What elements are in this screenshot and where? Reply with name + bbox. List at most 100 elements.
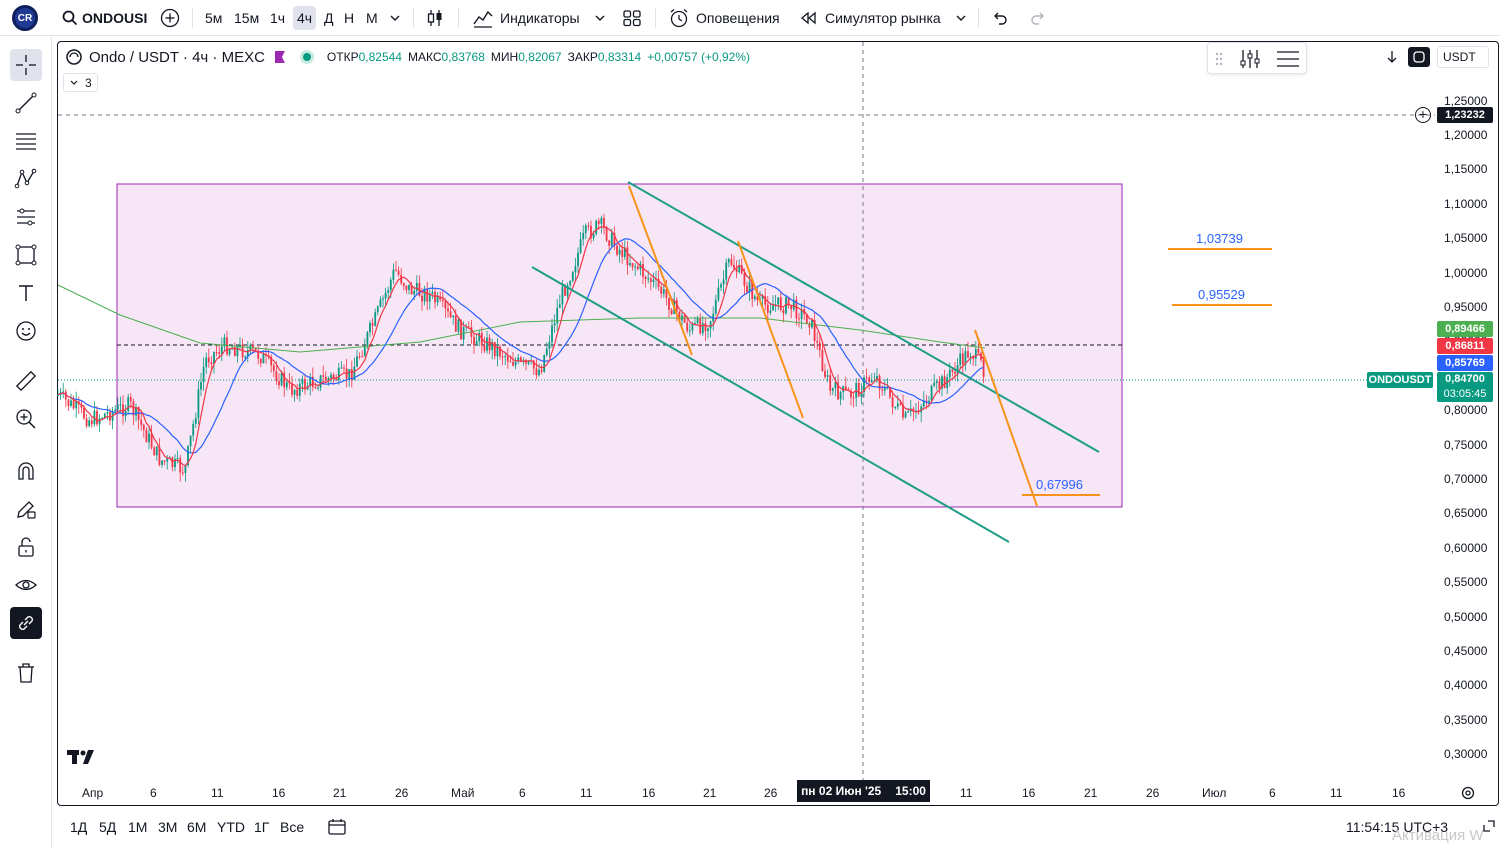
remove-drawings-tool[interactable]: [10, 657, 42, 689]
candles-icon: [427, 10, 442, 26]
symbol-search[interactable]: ONDOUSI: [62, 6, 147, 30]
price-tick: 0,55000: [1444, 575, 1488, 590]
price-tick: 0,95000: [1444, 300, 1488, 314]
utc-clock[interactable]: 11:54:15 UTC+3: [1346, 819, 1449, 835]
indicator-count: 3: [85, 75, 92, 90]
windows-watermark: Активация W: [1392, 827, 1484, 844]
range-5d[interactable]: 5Д: [99, 819, 117, 835]
tradingview-logo[interactable]: [67, 748, 99, 766]
crosshair-icon: [16, 55, 36, 75]
magnet-tool[interactable]: [10, 455, 42, 487]
price-tick: 0,35000: [1444, 712, 1488, 727]
interval-label: 5м: [205, 10, 223, 26]
zoom-tool[interactable]: [10, 403, 42, 435]
interval-month[interactable]: М: [366, 6, 378, 30]
replay-label: Симулятор рынка: [825, 10, 941, 26]
drawing-toolbar: [0, 37, 52, 847]
chevron-down-icon: [956, 15, 966, 21]
emoji-tool[interactable]: [10, 315, 42, 347]
eye-icon: [15, 579, 37, 591]
drag-handle-icon[interactable]: [1214, 51, 1224, 67]
range-1m[interactable]: 1М: [128, 819, 148, 835]
interval-5m[interactable]: 5м: [205, 6, 222, 30]
maximize-button[interactable]: [1482, 819, 1496, 836]
pattern-icon: [14, 168, 37, 189]
price-tick: 0,65000: [1444, 506, 1488, 521]
alerts-button[interactable]: Оповещения: [668, 6, 780, 30]
fib-tool[interactable]: [10, 125, 42, 157]
interval-day[interactable]: Д: [324, 6, 333, 30]
interval-label: 4ч: [297, 10, 313, 26]
ruler-icon: [15, 370, 37, 392]
chart-pane[interactable]: [57, 41, 1499, 806]
interval-4h[interactable]: 4ч: [293, 6, 317, 30]
tradingview-logo-icon: [67, 750, 94, 764]
floating-panel[interactable]: [1207, 42, 1307, 74]
price-tick: 0,50000: [1444, 609, 1488, 624]
interval-label: Д: [324, 10, 334, 26]
range-1d[interactable]: 1Д: [70, 819, 88, 835]
alarm-clock-icon: [670, 9, 688, 28]
price-tick: 1,10000: [1444, 196, 1488, 211]
chart-type-button[interactable]: [425, 6, 445, 30]
time-tick: 21: [333, 786, 347, 800]
flag-icon[interactable]: [274, 51, 285, 63]
close-label: ЗАКР: [567, 50, 598, 64]
price-tick: 0,70000: [1444, 472, 1488, 486]
auto-scale-button[interactable]: [1408, 47, 1430, 67]
indicators-button[interactable]: Индикаторы: [472, 6, 580, 30]
symbol-tag: ONDOUSDT: [1367, 372, 1433, 388]
brand-logo[interactable]: CR: [12, 5, 38, 31]
lock-drawings-tool[interactable]: [10, 531, 42, 563]
crosshair-add-icon[interactable]: +: [1415, 107, 1431, 123]
ma-red-price-label: 0,86811: [1437, 338, 1493, 354]
range-6m[interactable]: 6М: [187, 819, 207, 835]
interval-week[interactable]: Н: [344, 6, 354, 30]
chevron-down-icon: [390, 15, 400, 21]
range-ytd[interactable]: YTD: [217, 819, 245, 835]
interval-label: М: [366, 10, 378, 26]
sync-drawings-tool[interactable]: [10, 607, 42, 639]
hide-drawings-tool[interactable]: [10, 569, 42, 601]
replay-button[interactable]: Симулятор рынка: [799, 6, 941, 30]
interval-dropdown[interactable]: [389, 6, 401, 30]
indicators-dropdown[interactable]: [594, 6, 606, 30]
redo-button[interactable]: [1028, 6, 1048, 30]
compare-button[interactable]: [160, 6, 180, 30]
range-3m[interactable]: 3М: [158, 819, 178, 835]
settings-sliders-icon[interactable]: [1238, 47, 1262, 71]
go-to-date-button[interactable]: [327, 817, 347, 840]
range-all[interactable]: Все: [280, 819, 305, 835]
symbol-label: ONDOUSI: [82, 10, 148, 26]
pattern-tool[interactable]: [10, 163, 42, 195]
interval-1h[interactable]: 1ч: [270, 6, 285, 30]
shapes-tool[interactable]: [10, 239, 42, 271]
range-1y[interactable]: 1Г: [254, 819, 270, 835]
layouts-button[interactable]: [622, 6, 642, 30]
legend-title[interactable]: Ondo / USDT · 4ч · MEXC: [89, 48, 265, 66]
scale-settings-button[interactable]: [1460, 785, 1476, 806]
chevron-down-icon: [70, 80, 78, 85]
trend-line-icon: [15, 92, 37, 114]
text-tool[interactable]: [10, 277, 42, 309]
interval-15m[interactable]: 15м: [234, 6, 259, 30]
price-tick: 0,45000: [1444, 644, 1488, 658]
ondo-coin-icon: [66, 49, 82, 65]
smiley-icon: [16, 321, 36, 341]
crosshair-tool[interactable]: [10, 49, 42, 81]
replay-dropdown[interactable]: [955, 6, 967, 30]
forecast-tool[interactable]: [10, 201, 42, 233]
price-tick: 0,75000: [1444, 437, 1488, 452]
close-value: 0,83314: [597, 50, 642, 64]
indicators-toggle[interactable]: 3: [63, 73, 98, 92]
trend-line-tool[interactable]: [10, 87, 42, 119]
undo-button[interactable]: [990, 6, 1010, 30]
time-tick: Июл: [1202, 786, 1227, 800]
stay-in-drawing-tool[interactable]: [10, 493, 42, 525]
pencil-lock-icon: [17, 501, 36, 519]
scale-sort-button[interactable]: [1384, 49, 1400, 65]
menu-lines-icon[interactable]: [1275, 47, 1301, 71]
currency-selector[interactable]: USDT: [1437, 46, 1489, 68]
ruler-tool[interactable]: [10, 365, 42, 397]
open-value: 0,82544: [358, 50, 402, 64]
